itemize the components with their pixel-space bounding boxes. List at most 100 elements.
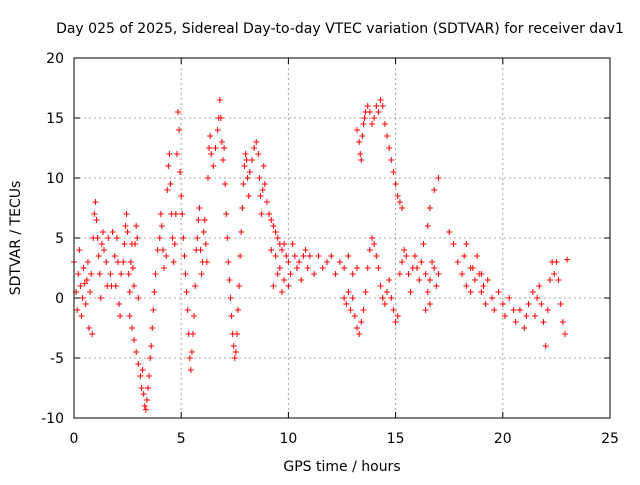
data-point [144, 385, 151, 391]
data-point [232, 349, 239, 355]
data-point [401, 247, 408, 253]
data-point [278, 247, 285, 253]
data-point [111, 253, 118, 259]
y-axis-label: SDTVAR / TECUs [8, 181, 24, 296]
data-point [194, 235, 201, 241]
data-point [133, 349, 140, 355]
data-point [525, 301, 532, 307]
data-point [233, 331, 240, 337]
data-point [98, 241, 105, 247]
data-point [116, 301, 123, 307]
data-point [551, 271, 558, 277]
data-point [164, 187, 171, 193]
data-point [373, 253, 380, 259]
data-point [544, 307, 551, 313]
data-point [260, 163, 267, 169]
data-point [480, 283, 487, 289]
data-point [553, 259, 560, 265]
data-point [416, 277, 423, 283]
data-point [242, 151, 249, 157]
y-tick-label: -5 [50, 351, 64, 367]
data-point [478, 271, 485, 277]
data-point [89, 331, 96, 337]
data-point [281, 241, 288, 247]
data-point [206, 145, 213, 151]
data-point [272, 229, 279, 235]
data-point [80, 265, 87, 271]
data-point [159, 247, 166, 253]
data-point [78, 313, 85, 319]
data-point [467, 289, 474, 295]
grid [74, 58, 610, 418]
data-point [379, 295, 386, 301]
data-point [357, 151, 364, 157]
data-point [379, 103, 386, 109]
data-point [97, 295, 104, 301]
data-point [161, 265, 168, 271]
data-point [163, 253, 170, 259]
data-point [177, 169, 184, 175]
data-point [96, 271, 103, 277]
data-point [424, 289, 431, 295]
data-point [454, 259, 461, 265]
y-tick-label: -10 [41, 411, 64, 427]
data-point [132, 241, 139, 247]
data-point [489, 295, 496, 301]
data-point [112, 283, 119, 289]
data-point [407, 289, 414, 295]
data-point [123, 211, 130, 217]
data-point [248, 157, 255, 163]
data-point [167, 181, 174, 187]
data-point [222, 181, 229, 187]
data-point [529, 289, 536, 295]
data-point [105, 235, 112, 241]
data-point [523, 313, 530, 319]
data-point [172, 211, 179, 217]
data-point [157, 211, 164, 217]
data-point [390, 307, 397, 313]
data-point [107, 271, 114, 277]
data-point [139, 367, 146, 373]
data-point [200, 229, 207, 235]
data-point [426, 301, 433, 307]
data-point [328, 253, 335, 259]
data-point [75, 271, 82, 277]
data-point [142, 406, 149, 413]
y-tick-label: 0 [55, 291, 64, 307]
data-point [127, 259, 134, 265]
data-point [386, 277, 393, 283]
data-point [386, 145, 393, 151]
data-point [283, 253, 290, 259]
data-point [361, 115, 368, 121]
data-point [371, 241, 378, 247]
data-point [154, 247, 161, 253]
data-point [95, 253, 102, 259]
data-point [349, 295, 356, 301]
data-point [245, 193, 252, 199]
data-point [351, 313, 358, 319]
data-point [101, 247, 108, 253]
data-point [86, 325, 93, 331]
data-series [71, 97, 571, 413]
axis-ticks: 0 5 10 15 20 25 -10 -5 0 5 10 15 20 [41, 51, 619, 447]
data-point [77, 283, 84, 289]
data-point [538, 301, 545, 307]
chart-title: Day 025 of 2025, Sidereal Day-to-day VTE… [56, 21, 624, 37]
data-point [261, 181, 268, 187]
data-point [256, 175, 263, 181]
data-point [257, 193, 264, 199]
data-point [178, 193, 185, 199]
data-point [369, 235, 376, 241]
data-point [274, 271, 281, 277]
data-point [225, 259, 232, 265]
data-point [422, 271, 429, 277]
data-point [221, 145, 228, 151]
data-point [191, 313, 198, 319]
data-point [212, 145, 219, 151]
data-point [369, 121, 376, 127]
data-point [359, 133, 366, 139]
data-point [125, 271, 132, 277]
data-point [559, 319, 566, 325]
data-point [499, 301, 506, 307]
data-point [126, 313, 133, 319]
